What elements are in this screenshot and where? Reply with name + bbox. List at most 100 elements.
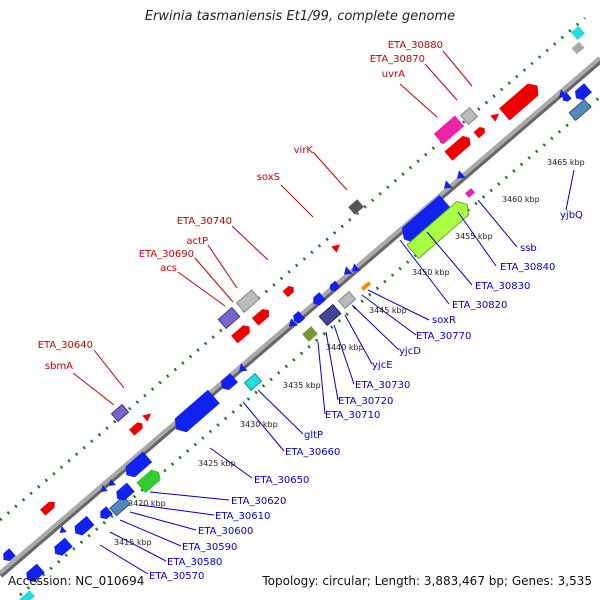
gene-arrow — [337, 290, 357, 310]
gene-label: ETA_30720 — [338, 396, 393, 407]
gene-label: ETA_30730 — [355, 380, 410, 391]
gene-arrow — [108, 479, 116, 486]
gene-label: ETA_30770 — [416, 331, 471, 342]
gene-arrow — [331, 244, 341, 253]
tick-label: 3425 kbp — [198, 459, 236, 468]
gene-label: ETA_30570 — [149, 571, 204, 582]
gene-arrow — [125, 451, 153, 478]
gene-label: ETA_30620 — [231, 496, 286, 507]
gene-label: actP — [186, 236, 208, 247]
gene-label: ETA_30600 — [198, 526, 253, 537]
gene-arrow — [40, 501, 55, 516]
gene-label: ETA_30820 — [452, 300, 507, 311]
gene-arrow — [490, 113, 500, 122]
gene-arrow — [288, 318, 298, 327]
gene-arrow — [562, 92, 572, 102]
gene-label: ssb — [520, 243, 537, 254]
gene-arrow — [54, 537, 73, 556]
gene-arrow — [459, 106, 479, 126]
reverse-genes — [3, 83, 592, 600]
tick-label: 3460 kbp — [502, 195, 540, 204]
gene-arrow — [313, 292, 326, 306]
tick-label: 3455 kbp — [455, 232, 493, 241]
gene-arrow — [575, 83, 592, 101]
gene-label: ETA_30610 — [215, 511, 270, 522]
reverse-gene-labels: ETA_30570 ETA_30580 ETA_30590 ETA_30600 … — [149, 210, 583, 582]
accession-label: Accession: NC_010694 — [8, 574, 145, 588]
map-title: Erwinia tasmaniensis Et1/99, complete ge… — [144, 9, 456, 24]
gene-arrow — [473, 127, 485, 139]
tick-label: 3430 kbp — [240, 420, 278, 429]
forward-genes — [40, 25, 586, 516]
gene-label: gltP — [304, 430, 323, 441]
tick-label: 3415 kbp — [114, 538, 152, 547]
gene-arrow — [443, 180, 453, 189]
gene-arrow — [282, 286, 294, 298]
gene-arrow — [302, 326, 318, 342]
forward-connectors — [72, 50, 473, 406]
tick-label: 3440 kbp — [326, 343, 364, 352]
gene-label: soxS — [257, 172, 280, 183]
gene-label: virK — [294, 145, 314, 156]
gene-arrow — [74, 515, 95, 536]
gene-arrow — [568, 98, 592, 122]
tick-label: 3445 kbp — [369, 306, 407, 315]
gene-arrow — [109, 495, 131, 517]
gene-arrow — [174, 389, 220, 433]
tick-label: 3435 kbp — [283, 381, 321, 390]
gene-arrow — [406, 200, 470, 260]
gene-arrow — [571, 41, 585, 55]
gene-label: ETA_30660 — [285, 447, 340, 458]
reverse-connectors — [99, 169, 575, 575]
gene-label: ETA_30880 — [388, 40, 443, 51]
gene-arrow — [351, 263, 361, 272]
gene-arrow — [59, 526, 67, 533]
gene-arrow — [235, 289, 261, 313]
gene-label: uvrA — [382, 69, 405, 80]
gene-label: yjcE — [372, 360, 393, 371]
gene-arrow — [401, 195, 453, 243]
genome-summary: Topology: circular; Length: 3,883,467 bp… — [262, 574, 592, 588]
gene-arrow — [142, 413, 152, 422]
gene-label: soxR — [432, 315, 456, 326]
gene-arrow — [243, 372, 263, 392]
gene-arrow — [433, 115, 465, 145]
gene-label: ETA_30830 — [475, 281, 530, 292]
tick-label: 3465 kbp — [547, 158, 585, 167]
gene-arrow — [499, 83, 539, 121]
gene-arrow — [19, 590, 35, 600]
forward-gene-labels: sbmA ETA_30640 acs ETA_30690 actP ETA_30… — [38, 40, 443, 372]
gene-arrow — [100, 506, 113, 520]
tick-label: 3450 kbp — [412, 268, 450, 277]
gene-arrow — [238, 363, 248, 372]
gene-arrow — [100, 485, 108, 492]
gene-arrow — [456, 170, 466, 179]
gene-arrow — [465, 188, 475, 198]
gene-label: ETA_30690 — [139, 249, 194, 260]
gene-label: ETA_30840 — [500, 262, 555, 273]
gene-label: acs — [160, 263, 177, 274]
gene-arrow — [318, 303, 342, 327]
gene-label: ETA_30590 — [182, 542, 237, 553]
gene-label: yjcD — [399, 346, 421, 357]
gene-label: ETA_30640 — [38, 340, 93, 351]
gene-arrow — [444, 135, 471, 161]
gene-arrow — [329, 280, 341, 292]
outer-dot-line — [0, 16, 586, 522]
gene-arrow — [251, 308, 270, 326]
gene-label: ETA_30740 — [177, 216, 232, 227]
gene-label: sbmA — [45, 361, 73, 372]
kbp-tick-labels: 3415 kbp 3420 kbp 3425 kbp 3430 kbp 3435… — [114, 158, 585, 547]
gene-arrow — [360, 281, 372, 291]
gene-arrow — [570, 25, 586, 41]
gene-label: ETA_30580 — [167, 557, 222, 568]
gene-label: ETA_30650 — [254, 475, 309, 486]
gene-arrow — [217, 306, 241, 330]
inner-dot-line — [19, 95, 600, 597]
gene-arrow — [116, 482, 135, 501]
gene-label: ETA_30870 — [370, 54, 425, 65]
gene-arrow — [110, 403, 130, 423]
gene-arrow — [343, 266, 353, 275]
